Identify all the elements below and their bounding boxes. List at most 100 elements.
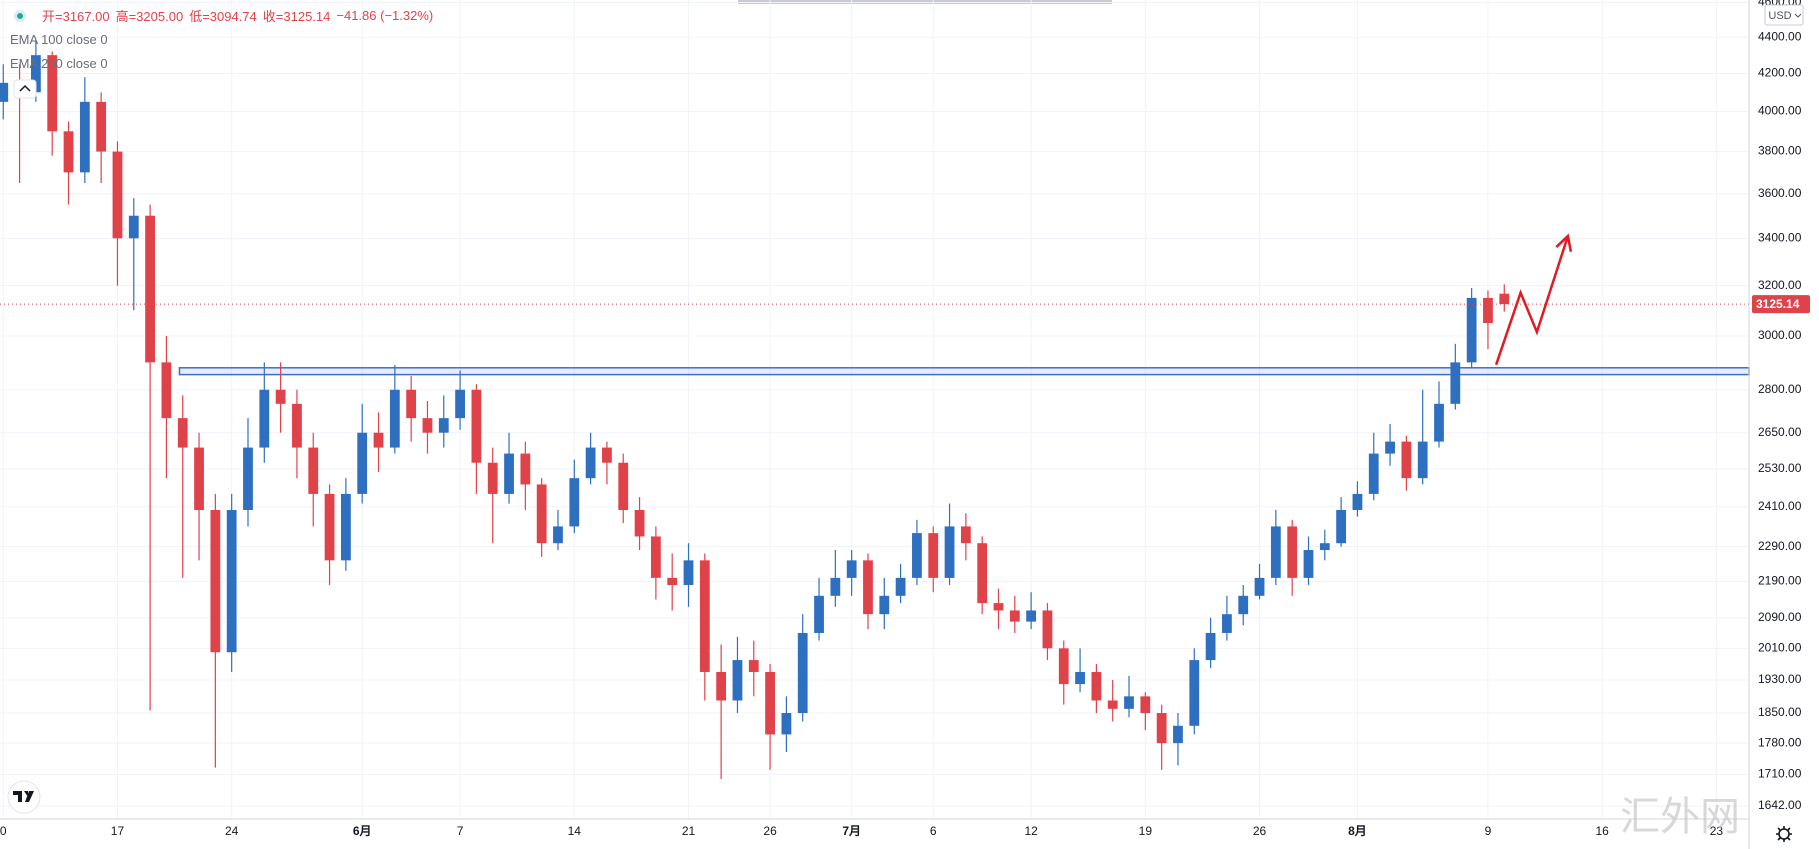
x-tick-label: 0 xyxy=(0,824,7,838)
y-tick-label: 3000.00 xyxy=(1758,328,1802,342)
x-tick-label: 26 xyxy=(763,824,777,838)
candle-body xyxy=(226,510,237,653)
candle-body xyxy=(161,362,172,419)
y-tick-label: 1710.00 xyxy=(1758,767,1802,781)
y-tick-label: 4000.00 xyxy=(1758,104,1802,118)
candle-body xyxy=(977,543,988,604)
currency-caret xyxy=(1794,13,1802,18)
watermark: 汇外网 xyxy=(1620,794,1740,840)
candle-body xyxy=(1483,297,1493,324)
y-tick-label: 4400.00 xyxy=(1758,29,1802,43)
candle-body xyxy=(1319,543,1330,551)
x-tick-label: 6 xyxy=(930,824,937,838)
collapse-button[interactable] xyxy=(13,79,37,99)
y-tick-label: 1850.00 xyxy=(1758,705,1802,719)
ema-legend[interactable]: EMA 200 close 0 xyxy=(10,56,108,71)
x-tick-label: 14 xyxy=(568,824,582,838)
candle-body xyxy=(194,447,204,511)
candle-body xyxy=(781,713,792,735)
candle-body xyxy=(324,493,335,561)
y-tick-label: 3200.00 xyxy=(1758,278,1802,292)
candle-body xyxy=(765,671,775,735)
candle-body xyxy=(422,418,433,433)
candle-body xyxy=(1499,293,1510,305)
ema-legend[interactable]: EMA 100 close 0 xyxy=(10,32,108,47)
y-tick-label: 2410.00 xyxy=(1758,499,1802,513)
candle-body xyxy=(340,493,351,561)
candle-body xyxy=(912,533,922,578)
currency-box[interactable] xyxy=(1764,4,1804,26)
candle-body xyxy=(1466,297,1477,363)
candle-body xyxy=(210,510,221,653)
logo-circle xyxy=(7,780,41,814)
x-tick-label: 8月 xyxy=(1348,824,1367,838)
y-tick-label: 2090.00 xyxy=(1758,610,1802,624)
candle-body xyxy=(112,151,123,239)
candle-body xyxy=(1254,577,1265,596)
x-tick-label: 12 xyxy=(1024,824,1038,838)
status-dot xyxy=(14,9,26,22)
candle-body xyxy=(650,536,661,578)
candle-body xyxy=(634,510,645,537)
candle-body xyxy=(79,101,90,173)
close-text: 收=3125.14 xyxy=(262,9,331,24)
candle-body xyxy=(683,560,694,586)
y-tick-label: 4600.00 xyxy=(1758,0,1802,9)
candle-body xyxy=(504,453,514,494)
gear-teeth xyxy=(1776,826,1792,842)
candle-body xyxy=(1401,441,1412,479)
candle-body xyxy=(960,526,971,544)
candle-body xyxy=(96,101,107,152)
y-tick-label: 3400.00 xyxy=(1758,230,1802,244)
candle-body xyxy=(1189,660,1200,726)
candle-body xyxy=(536,484,547,544)
candle-body xyxy=(63,131,74,173)
x-tick-label: 19 xyxy=(1139,824,1153,838)
y-tick-label: 2190.00 xyxy=(1758,574,1802,588)
candle-body xyxy=(243,447,253,511)
candle-body xyxy=(487,462,498,494)
candle-body xyxy=(1124,696,1134,709)
y-tick-label: 2010.00 xyxy=(1758,641,1802,655)
x-tick-label: 7月 xyxy=(842,824,861,838)
candle-body xyxy=(520,453,531,485)
candle-body xyxy=(1026,610,1037,622)
candle-body xyxy=(1450,362,1461,404)
candle-body xyxy=(373,432,384,448)
candle-body xyxy=(177,418,188,448)
y-tick-label: 3800.00 xyxy=(1758,144,1802,158)
currency[interactable]: USD xyxy=(1768,10,1791,22)
collapse-icon xyxy=(19,84,31,92)
x-tick-label: 21 xyxy=(682,824,696,838)
settings-gear[interactable] xyxy=(1776,826,1792,842)
y-tick-label: 1930.00 xyxy=(1758,672,1802,686)
y-tick-label: 2650.00 xyxy=(1758,425,1802,439)
candle-body xyxy=(308,447,319,494)
logo-shape xyxy=(13,791,34,802)
candle-body xyxy=(1156,713,1167,744)
y-tick-label: 2530.00 xyxy=(1758,461,1802,475)
candle-body xyxy=(1352,493,1363,511)
candle-body xyxy=(1385,441,1395,454)
high-text: 高=3205.00 xyxy=(115,9,184,24)
y-tick-label: 1780.00 xyxy=(1758,735,1802,749)
candle-body xyxy=(716,671,727,701)
y-tick-label: 3600.00 xyxy=(1758,186,1802,200)
tv-logo[interactable] xyxy=(7,780,41,814)
candle-body xyxy=(699,560,710,672)
candle-body xyxy=(879,595,890,615)
candle-body xyxy=(1417,441,1428,479)
candle-body xyxy=(275,389,286,404)
x-tick-label: 17 xyxy=(111,824,125,838)
candle-body xyxy=(553,526,563,544)
candle-body xyxy=(1368,453,1379,494)
candle-body xyxy=(944,526,955,578)
candle-body xyxy=(1058,648,1069,685)
candle-body xyxy=(1222,614,1232,633)
candle-body xyxy=(797,632,808,714)
candle-body xyxy=(47,55,58,132)
candle-body xyxy=(1107,700,1118,709)
arrow-head xyxy=(1555,233,1573,252)
x-tick-label: 9 xyxy=(1485,824,1492,838)
